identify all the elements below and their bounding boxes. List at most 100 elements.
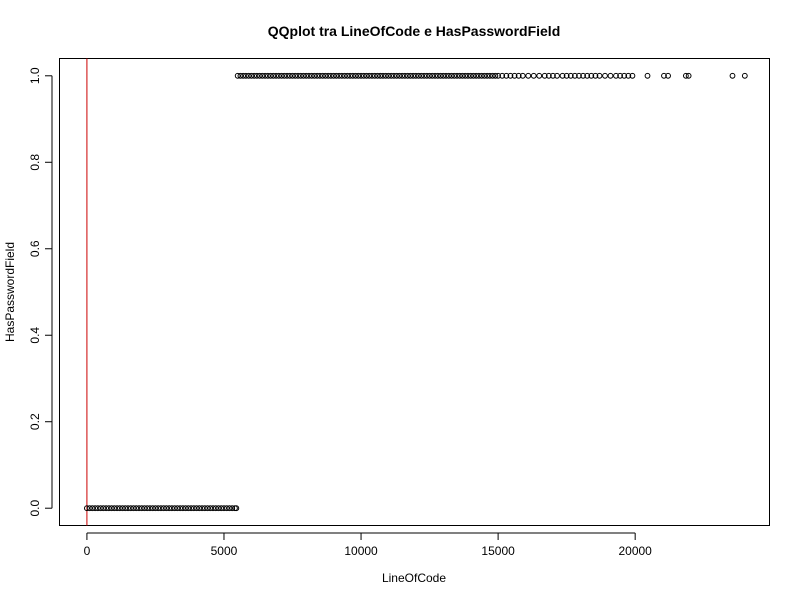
data-point	[262, 72, 268, 79]
data-point	[240, 72, 247, 79]
data-point	[193, 505, 200, 512]
data-point	[685, 72, 692, 79]
data-point	[448, 72, 455, 79]
data-point	[682, 72, 689, 79]
data-point	[100, 505, 107, 512]
data-point	[486, 72, 493, 79]
data-point	[625, 72, 632, 79]
data-point	[443, 72, 449, 79]
data-point	[155, 505, 162, 512]
data-point	[554, 72, 560, 79]
data-point	[92, 505, 99, 512]
data-point	[171, 505, 178, 512]
data-point	[300, 72, 307, 79]
data-point	[410, 72, 417, 79]
y-tick-label: 1.0	[28, 67, 42, 84]
data-point	[445, 72, 452, 79]
data-point	[267, 72, 274, 79]
data-point	[89, 505, 96, 512]
data-point	[237, 72, 244, 79]
chart-title: QQplot tra LineOfCode e HasPasswordField	[268, 23, 561, 39]
data-point	[355, 72, 362, 79]
points-layer	[84, 72, 748, 512]
data-point	[286, 72, 293, 79]
data-point	[511, 72, 518, 79]
data-point	[295, 72, 301, 79]
data-point	[163, 505, 170, 512]
data-point	[484, 72, 491, 79]
data-point	[499, 72, 506, 79]
data-point	[592, 72, 599, 79]
data-point	[563, 72, 570, 79]
data-point	[371, 72, 378, 79]
data-point	[388, 72, 395, 79]
data-point	[152, 505, 159, 512]
data-point	[492, 72, 499, 79]
data-point	[289, 72, 296, 79]
data-point	[141, 505, 148, 512]
data-point	[369, 72, 375, 79]
x-axis-label: LineOfCode	[382, 571, 446, 585]
data-point	[470, 72, 477, 79]
data-point	[275, 72, 282, 79]
data-point	[127, 505, 134, 512]
data-point	[347, 72, 353, 79]
data-point	[210, 505, 216, 512]
data-point	[665, 72, 671, 79]
data-point	[297, 72, 304, 79]
y-axis: 0.0 0.2 0.4 0.6 0.8 1.0	[28, 67, 53, 517]
data-point	[226, 505, 233, 512]
data-point	[396, 72, 403, 79]
data-point	[402, 72, 408, 79]
data-point	[314, 72, 321, 79]
data-point	[212, 505, 219, 512]
data-point	[196, 505, 203, 512]
data-point	[319, 72, 326, 79]
data-point	[327, 72, 334, 79]
x-tick-label: 15000	[481, 544, 515, 558]
data-point	[462, 72, 469, 79]
data-point	[507, 72, 514, 79]
data-point	[281, 72, 288, 79]
data-point	[545, 72, 552, 79]
data-point	[415, 72, 422, 79]
data-point	[147, 505, 153, 512]
data-point	[404, 72, 411, 79]
data-point	[333, 72, 340, 79]
data-point	[418, 72, 425, 79]
data-point	[434, 72, 441, 79]
data-point	[366, 72, 373, 79]
data-point	[584, 72, 591, 79]
x-axis: 0 5000 10000 15000 20000	[84, 532, 652, 558]
data-point	[536, 72, 543, 79]
data-point	[273, 72, 279, 79]
y-tick-label: 0.4	[28, 327, 42, 344]
x-tick-label: 0	[84, 544, 91, 558]
data-point	[352, 72, 359, 79]
data-point	[136, 505, 142, 512]
data-point	[338, 72, 345, 79]
data-point	[588, 72, 595, 79]
data-point	[130, 505, 137, 512]
data-point	[243, 72, 249, 79]
data-point	[429, 72, 436, 79]
data-point	[495, 72, 502, 79]
y-tick-label: 0.2	[28, 413, 42, 430]
data-point	[385, 72, 392, 79]
data-point	[84, 505, 90, 512]
y-tick-label: 0.6	[28, 240, 42, 257]
data-point	[303, 72, 310, 79]
data-point	[133, 505, 140, 512]
data-point	[149, 505, 156, 512]
data-point	[179, 505, 186, 512]
data-point	[229, 505, 236, 512]
data-point	[251, 72, 258, 79]
data-point	[344, 72, 351, 79]
data-point	[256, 72, 263, 79]
data-point	[629, 72, 636, 79]
data-point	[223, 505, 230, 512]
y-tick-label: 0.8	[28, 154, 42, 171]
data-point	[741, 72, 748, 79]
data-point	[325, 72, 332, 79]
data-point	[478, 72, 485, 79]
